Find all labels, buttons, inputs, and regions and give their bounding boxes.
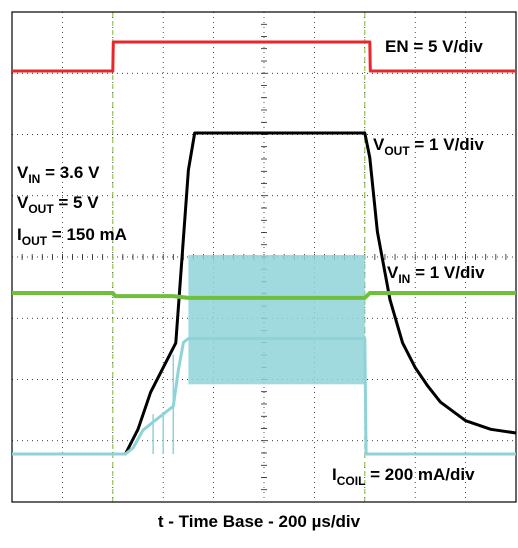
iout-cond-main: I [17, 225, 22, 244]
label-icoil: ICOIL = 200 mA/div [332, 465, 475, 488]
plot-frame [11, 11, 517, 503]
vin-cond-sub: IN [28, 172, 40, 186]
icoil-switching-envelope [188, 254, 365, 385]
vout-cond-sub: OUT [28, 202, 54, 216]
label-vin-condition: VIN = 3.6 V [17, 163, 100, 186]
label-icoil-main: I [332, 465, 337, 484]
iout-cond-sub: OUT [22, 234, 48, 248]
label-en: EN = 5 V/div [385, 37, 483, 56]
label-vout: VOUT = 1 V/div [373, 135, 484, 158]
vin-cond-rest: = 3.6 V [40, 163, 100, 182]
label-vin: VIN = 1 V/div [387, 263, 485, 286]
vin-cond-main: V [17, 163, 29, 182]
label-icoil-rest: = 200 mA/div [365, 465, 475, 484]
iout-cond-rest: = 150 mA [47, 225, 127, 244]
label-vin-main: V [387, 263, 399, 282]
trace-vin [12, 291, 516, 300]
vout-cond-rest: = 5 V [54, 193, 100, 212]
label-vout-condition: VOUT = 5 V [17, 193, 99, 216]
label-vin-rest: = 1 V/div [410, 263, 485, 282]
trace-en [12, 40, 516, 73]
vout-cond-main: V [17, 193, 29, 212]
label-vin-sub: IN [398, 272, 410, 286]
traces [12, 40, 517, 456]
label-vout-main: V [373, 135, 385, 154]
label-icoil-sub: COIL [337, 474, 366, 488]
label-vout-sub: OUT [384, 144, 410, 158]
trace-vout [12, 131, 517, 456]
x-axis-label: t - Time Base - 200 µs/div [157, 512, 361, 531]
label-vout-rest: = 1 V/div [410, 135, 485, 154]
label-iout-condition: IOUT = 150 mA [17, 225, 127, 248]
